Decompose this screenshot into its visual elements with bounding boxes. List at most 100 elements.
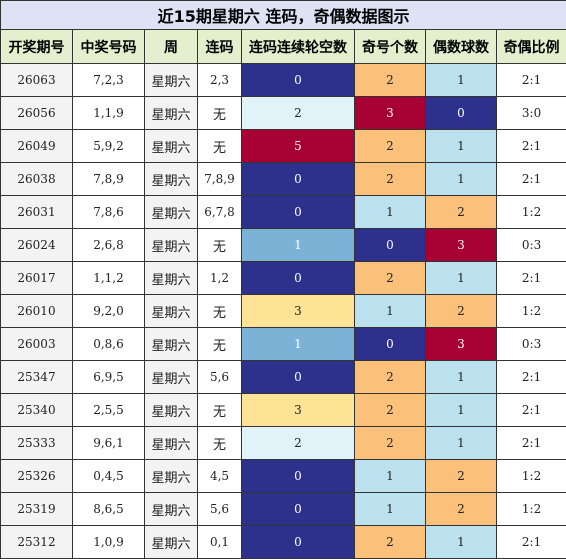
cell-period: 26056 (1, 97, 73, 130)
cell-weekday: 星期六 (145, 229, 198, 262)
cell-gap: 0 (242, 163, 355, 196)
cell-even-count: 3 (426, 229, 497, 262)
cell-ratio: 2:1 (497, 361, 566, 394)
cell-consecutive: 无 (198, 130, 242, 163)
cell-gap: 0 (242, 361, 355, 394)
cell-even-count: 1 (426, 130, 497, 163)
cell-weekday: 星期六 (145, 427, 198, 460)
cell-gap: 1 (242, 229, 355, 262)
cell-consecutive: 无 (198, 427, 242, 460)
cell-period: 25312 (1, 526, 73, 559)
cell-period: 26063 (1, 64, 73, 97)
cell-consecutive: 5,6 (198, 361, 242, 394)
cell-ratio: 1:2 (497, 493, 566, 526)
cell-numbers: 1,1,9 (73, 97, 145, 130)
cell-numbers: 8,6,5 (73, 493, 145, 526)
cell-consecutive: 0,1 (198, 526, 242, 559)
column-header-numbers: 中奖号码 (73, 30, 145, 64)
cell-even-count: 1 (426, 64, 497, 97)
cell-ratio: 2:1 (497, 526, 566, 559)
cell-consecutive: 2,3 (198, 64, 242, 97)
cell-weekday: 星期六 (145, 295, 198, 328)
cell-numbers: 7,2,3 (73, 64, 145, 97)
cell-numbers: 0,8,6 (73, 328, 145, 361)
cell-ratio: 1:2 (497, 460, 566, 493)
cell-odd-count: 1 (355, 460, 426, 493)
cell-period: 26038 (1, 163, 73, 196)
column-header-even-count: 偶数球数 (426, 30, 497, 64)
cell-ratio: 2:1 (497, 427, 566, 460)
header-row: 开奖期号 中奖号码 周 连码 连码连续轮空数 奇号个数 偶数球数 奇偶比例 (1, 30, 566, 64)
title-row: 近15期星期六 连码，奇偶数据图示 (1, 1, 566, 30)
cell-weekday: 星期六 (145, 361, 198, 394)
cell-ratio: 1:2 (497, 295, 566, 328)
cell-weekday: 星期六 (145, 163, 198, 196)
column-header-odd-count: 奇号个数 (355, 30, 426, 64)
cell-consecutive: 5,6 (198, 493, 242, 526)
column-header-period: 开奖期号 (1, 30, 73, 64)
cell-odd-count: 2 (355, 427, 426, 460)
cell-weekday: 星期六 (145, 262, 198, 295)
cell-even-count: 1 (426, 361, 497, 394)
cell-weekday: 星期六 (145, 460, 198, 493)
cell-odd-count: 2 (355, 361, 426, 394)
cell-numbers: 0,4,5 (73, 460, 145, 493)
cell-gap: 0 (242, 460, 355, 493)
cell-period: 26031 (1, 196, 73, 229)
cell-ratio: 0:3 (497, 328, 566, 361)
cell-gap: 0 (242, 262, 355, 295)
cell-period: 25347 (1, 361, 73, 394)
cell-weekday: 星期六 (145, 130, 198, 163)
cell-odd-count: 2 (355, 526, 426, 559)
cell-ratio: 1:2 (497, 196, 566, 229)
cell-consecutive: 4,5 (198, 460, 242, 493)
cell-even-count: 1 (426, 262, 497, 295)
column-header-weekday: 周 (145, 30, 198, 64)
cell-even-count: 2 (426, 295, 497, 328)
cell-period: 25319 (1, 493, 73, 526)
cell-even-count: 2 (426, 460, 497, 493)
cell-odd-count: 0 (355, 229, 426, 262)
cell-gap: 2 (242, 427, 355, 460)
cell-odd-count: 1 (355, 493, 426, 526)
cell-gap: 3 (242, 394, 355, 427)
cell-gap: 0 (242, 526, 355, 559)
cell-period: 25326 (1, 460, 73, 493)
cell-gap: 5 (242, 130, 355, 163)
cell-odd-count: 1 (355, 196, 426, 229)
cell-weekday: 星期六 (145, 394, 198, 427)
cell-weekday: 星期六 (145, 328, 198, 361)
cell-numbers: 9,2,0 (73, 295, 145, 328)
cell-numbers: 1,0,9 (73, 526, 145, 559)
cell-consecutive: 无 (198, 229, 242, 262)
cell-numbers: 1,1,2 (73, 262, 145, 295)
cell-ratio: 2:1 (497, 394, 566, 427)
cell-even-count: 2 (426, 493, 497, 526)
cell-gap: 1 (242, 328, 355, 361)
cell-numbers: 6,9,5 (73, 361, 145, 394)
cell-consecutive: 无 (198, 295, 242, 328)
cell-consecutive: 无 (198, 97, 242, 130)
cell-ratio: 2:1 (497, 262, 566, 295)
column-header-consecutive: 连码 (198, 30, 242, 64)
cell-consecutive: 无 (198, 328, 242, 361)
cell-weekday: 星期六 (145, 64, 198, 97)
cell-consecutive: 无 (198, 394, 242, 427)
column-header-ratio: 奇偶比例 (497, 30, 566, 64)
cell-numbers: 5,9,2 (73, 130, 145, 163)
cell-ratio: 3:0 (497, 97, 566, 130)
